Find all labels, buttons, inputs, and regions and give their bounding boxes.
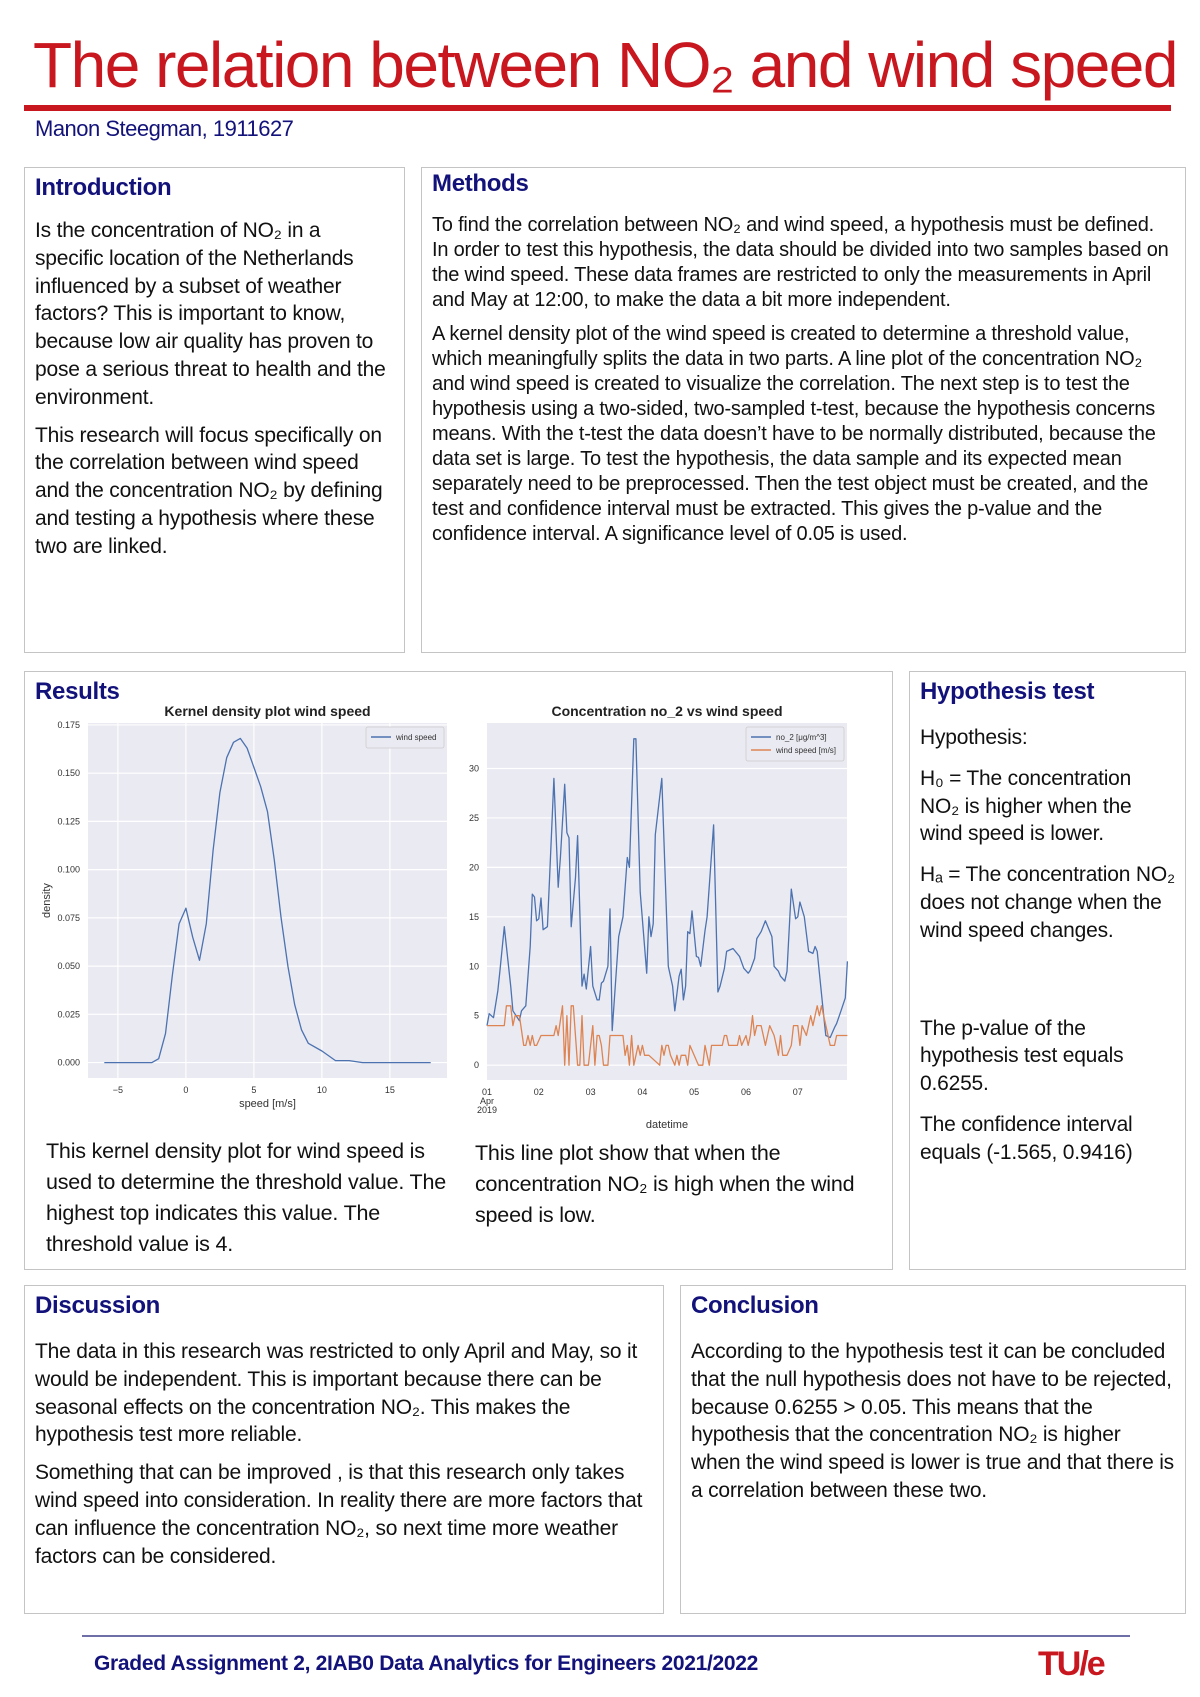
x-axis-label: datetime bbox=[646, 1119, 688, 1131]
methods-heading: Methods bbox=[432, 170, 529, 197]
y-tick-label: 0.050 bbox=[57, 961, 80, 971]
legend-box bbox=[745, 726, 845, 762]
y-tick-label: 30 bbox=[469, 763, 479, 773]
logo-text: TU/e bbox=[1038, 1645, 1106, 1683]
methods-paragraph: A kernel density plot of the wind speed … bbox=[432, 323, 1156, 545]
series-line bbox=[487, 1005, 848, 1066]
conclusion-panel: Conclusion According to the hypothesis t… bbox=[680, 1285, 1186, 1614]
footer-divider bbox=[82, 1635, 1130, 1637]
footer-text: Graded Assignment 2, 2IAB0 Data Analytic… bbox=[94, 1652, 759, 1675]
x-tick-label: 02 bbox=[534, 1087, 544, 1097]
legend-label: no_2 [μg/m^3] bbox=[776, 733, 827, 742]
conclusion-heading: Conclusion bbox=[691, 1292, 819, 1319]
discussion-heading: Discussion bbox=[35, 1292, 161, 1319]
methods-paragraph: To find the correlation between NO₂ and … bbox=[432, 214, 1169, 311]
y-tick-label: 0.125 bbox=[57, 816, 80, 826]
y-tick-label: 15 bbox=[469, 912, 479, 922]
plot-area bbox=[88, 723, 447, 1078]
legend-label: wind speed [m/s] bbox=[775, 746, 836, 755]
x-tick-label: Apr bbox=[480, 1096, 494, 1106]
methods-panel: Methods To find the correlation between … bbox=[421, 167, 1186, 653]
discussion-paragraph: Something that can be improved , is that… bbox=[35, 1461, 643, 1568]
y-tick-label: 20 bbox=[469, 862, 479, 872]
x-tick-label: −5 bbox=[113, 1085, 123, 1095]
y-axis-label: density bbox=[41, 883, 53, 918]
x-tick-label: 10 bbox=[317, 1085, 327, 1095]
plot-area bbox=[487, 723, 847, 1080]
chart-title: Concentration no_2 vs wind speed bbox=[551, 703, 782, 719]
alternative-hypothesis: Hₐ = The concentration NO₂ does not chan… bbox=[920, 863, 1175, 942]
x-tick-label: 01 bbox=[482, 1087, 492, 1097]
series-line bbox=[104, 737, 431, 1064]
null-hypothesis: H₀ = The concentration NO₂ is higher whe… bbox=[920, 766, 1132, 846]
discussion-paragraph: The data in this research was restricted… bbox=[35, 1340, 638, 1447]
y-tick-label: 5 bbox=[474, 1011, 479, 1021]
introduction-paragraph: Is the concentration of NO₂ in a specifi… bbox=[35, 219, 386, 409]
legend-label: wind speed bbox=[395, 733, 436, 742]
results-heading: Results bbox=[35, 678, 120, 705]
line-chart: Concentration no_2 vs wind speed05101520… bbox=[450, 703, 849, 1131]
title-divider bbox=[24, 105, 1171, 111]
line-caption: This line plot show that when the concen… bbox=[475, 1141, 855, 1227]
introduction-panel: Introduction Is the concentration of NO₂… bbox=[24, 167, 405, 653]
tue-logo: TU/e bbox=[1038, 1645, 1106, 1684]
p-value-text: The p-value of the hypothesis test equal… bbox=[920, 1016, 1124, 1096]
y-tick-label: 0.000 bbox=[57, 1058, 80, 1068]
x-tick-label: 06 bbox=[741, 1087, 751, 1097]
x-tick-label: 07 bbox=[793, 1087, 803, 1097]
conclusion-paragraph: According to the hypothesis test it can … bbox=[691, 1340, 1174, 1502]
x-axis-label: speed [m/s] bbox=[239, 1098, 296, 1110]
author-line: Manon Steegman, 1911627 bbox=[35, 116, 294, 141]
x-tick-label: 04 bbox=[637, 1087, 647, 1097]
x-tick-label: 0 bbox=[183, 1085, 188, 1095]
x-tick-label: 5 bbox=[251, 1085, 256, 1095]
legend-box bbox=[365, 726, 445, 749]
introduction-paragraph: This research will focus specifically on… bbox=[35, 423, 383, 558]
kde-chart: Kernel density plot wind speed 0.000 0.025… bbox=[41, 703, 447, 1110]
kde-caption: This kernel density plot for wind speed … bbox=[46, 1139, 446, 1256]
series-line bbox=[486, 738, 849, 1039]
hypothesis-panel: Hypothesis test Hypothesis: H₀ = The con… bbox=[909, 671, 1186, 1270]
y-tick-label: 0.150 bbox=[57, 768, 80, 778]
x-tick-label: 15 bbox=[385, 1085, 395, 1095]
hypothesis-heading: Hypothesis test bbox=[920, 678, 1095, 705]
discussion-panel: Discussion The data in this research was… bbox=[24, 1285, 664, 1614]
x-tick-label: 05 bbox=[689, 1087, 699, 1097]
hypothesis-intro: Hypothesis: bbox=[920, 726, 1028, 749]
y-tick-label: 0 bbox=[474, 1060, 479, 1070]
y-tick-label: 0.175 bbox=[57, 720, 80, 730]
y-tick-label: 10 bbox=[469, 961, 479, 971]
x-tick-label: 2019 bbox=[477, 1105, 497, 1115]
confidence-interval-text: The confidence interval equals (-1.565, … bbox=[920, 1112, 1133, 1164]
poster-title: The relation between NO₂ and wind speed bbox=[33, 29, 1178, 101]
y-tick-label: 25 bbox=[469, 813, 479, 823]
x-tick-label: 03 bbox=[586, 1087, 596, 1097]
introduction-heading: Introduction bbox=[35, 174, 172, 201]
y-axis-label: value bbox=[450, 888, 452, 914]
y-tick-label: 0.100 bbox=[57, 865, 80, 875]
chart-title: Kernel density plot wind speed bbox=[164, 703, 370, 719]
y-tick-label: 0.025 bbox=[57, 1009, 80, 1019]
y-tick-label: 0.075 bbox=[57, 913, 80, 923]
